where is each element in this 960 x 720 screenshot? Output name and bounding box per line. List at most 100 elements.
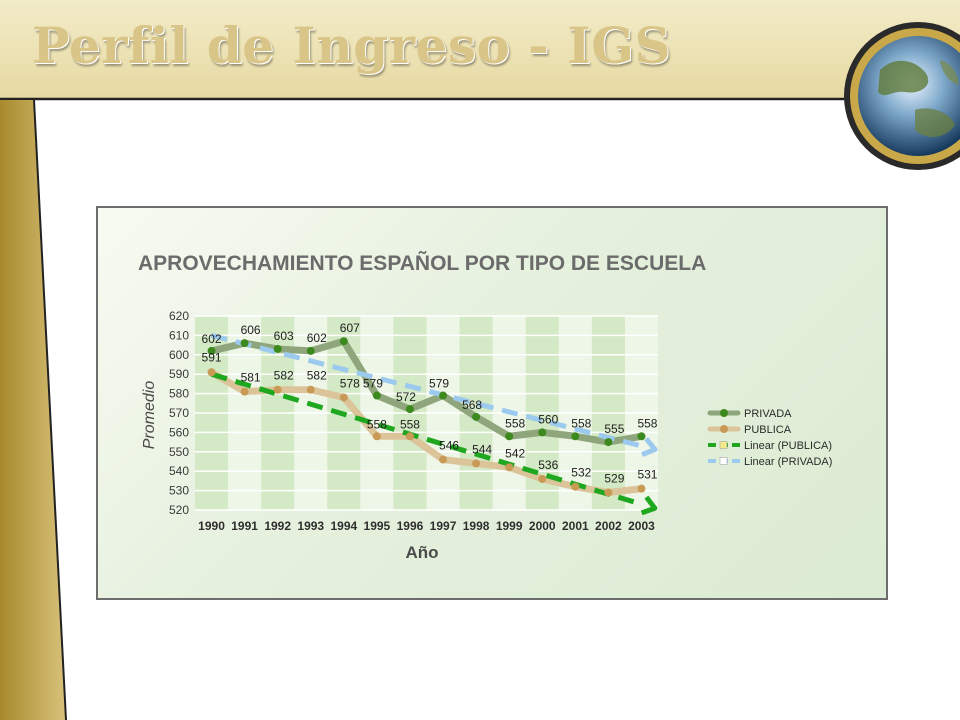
- data-label-publica: 558: [367, 417, 387, 431]
- y-tick-label: 570: [169, 406, 189, 420]
- globe-icon: [844, 22, 960, 170]
- title-band: [0, 0, 960, 98]
- legend-item: PRIVADA: [707, 408, 792, 420]
- x-tick-label: 1996: [397, 519, 424, 533]
- legend-label: Linear (PUBLICA): [744, 440, 832, 452]
- data-point-publica: [339, 393, 348, 402]
- trend-arrowhead: [640, 495, 658, 516]
- data-label-publica: 546: [439, 439, 459, 453]
- chart-panel: APROVECHAMIENTO ESPAÑOL POR TIPO DE ESCU…: [96, 206, 888, 600]
- data-point-privada: [372, 391, 381, 400]
- data-point-privada: [538, 428, 547, 437]
- trend-arrowhead: [641, 437, 658, 457]
- legend-label: PUBLICA: [744, 424, 792, 436]
- x-tick-label: 2001: [562, 519, 589, 533]
- y-tick-label: 540: [169, 464, 189, 478]
- y-axis-label: Promedio: [141, 381, 158, 450]
- series-lines: [208, 337, 645, 497]
- legend-label: PRIVADA: [744, 408, 792, 420]
- data-point-privada: [273, 344, 282, 353]
- y-tick-label: 550: [169, 445, 189, 459]
- x-axis-label: Año: [405, 543, 438, 562]
- data-point-publica: [604, 488, 613, 497]
- data-point-privada: [207, 346, 216, 355]
- data-point-privada: [637, 432, 646, 441]
- data-label-privada: 560: [538, 412, 558, 426]
- legend-item: PUBLICA: [707, 424, 792, 436]
- data-point-privada: [505, 432, 514, 441]
- data-label-publica: 531: [637, 468, 657, 482]
- x-tick-label: 2000: [529, 519, 556, 533]
- data-point-privada: [339, 337, 348, 346]
- data-label-publica: 544: [472, 442, 492, 456]
- data-label-publica: 529: [604, 472, 624, 486]
- legend-marker: [719, 441, 728, 449]
- legend-item: Linear (PRIVADA): [708, 456, 832, 468]
- x-tick-label: 1990: [198, 519, 225, 533]
- y-tick-label: 580: [169, 387, 189, 401]
- data-point-publica: [240, 387, 249, 396]
- x-tick-label: 1999: [496, 519, 523, 533]
- chart-title: APROVECHAMIENTO ESPAÑOL POR TIPO DE ESCU…: [138, 252, 707, 275]
- data-point-privada: [240, 339, 249, 348]
- data-point-publica: [505, 463, 514, 472]
- x-tick-label: 1991: [231, 519, 258, 533]
- x-tick-label: 1998: [463, 519, 490, 533]
- y-tick-label: 600: [169, 348, 189, 362]
- data-label-publica: 558: [400, 417, 420, 431]
- data-point-publica: [207, 368, 216, 377]
- x-tick-label: 1992: [264, 519, 291, 533]
- data-label-publica: 581: [241, 371, 261, 385]
- data-point-privada: [306, 346, 315, 355]
- left-side-bar: [0, 100, 66, 720]
- x-tick-label: 2003: [628, 519, 655, 533]
- data-label-publica: 591: [202, 350, 222, 364]
- x-tick-label: 1997: [430, 519, 457, 533]
- data-point-publica: [306, 385, 315, 394]
- data-label-privada: 607: [340, 321, 360, 335]
- y-tick-label: 590: [169, 367, 189, 381]
- data-point-privada: [604, 438, 613, 447]
- legend-item: Linear (PUBLICA): [708, 440, 832, 452]
- x-tick-label: 1995: [364, 519, 391, 533]
- data-label-privada: 568: [462, 398, 482, 412]
- data-label-privada: 602: [202, 332, 222, 346]
- data-label-publica: 532: [571, 466, 591, 480]
- x-tick-label: 2002: [595, 519, 622, 533]
- x-tick-label: 1994: [330, 519, 357, 533]
- y-tick-label: 610: [169, 328, 189, 342]
- data-point-publica: [538, 474, 547, 483]
- data-point-publica: [571, 482, 580, 491]
- data-label-privada: 558: [571, 416, 591, 430]
- y-tick-label: 520: [169, 503, 189, 517]
- data-label-privada: 579: [363, 377, 383, 391]
- data-label-publica: 542: [505, 446, 525, 460]
- data-label-privada: 602: [307, 331, 327, 345]
- data-label-privada: 603: [274, 329, 294, 343]
- trend-lines: [210, 332, 658, 516]
- data-label-privada: 572: [396, 390, 416, 404]
- data-point-publica: [439, 455, 448, 464]
- legend: PRIVADA PUBLICA Linear (PUBLICA) Linear (PR…: [707, 408, 832, 468]
- y-tick-label: 560: [169, 425, 189, 439]
- legend-marker: [719, 457, 728, 465]
- data-label-privada: 558: [637, 416, 657, 430]
- data-label-publica: 536: [538, 458, 558, 472]
- data-point-privada: [472, 412, 481, 421]
- x-axis-ticks: 1990 1991 1992 1993 1994 1995 1996 1997 1998 1999…: [198, 519, 655, 533]
- slide-title: Perfil de Ingreso - IGS: [32, 16, 672, 75]
- data-label-privada: 579: [429, 377, 449, 391]
- data-point-publica: [472, 459, 481, 468]
- x-tick-label: 1993: [297, 519, 324, 533]
- y-tick-label: 530: [169, 484, 189, 498]
- data-point-publica: [372, 432, 381, 441]
- data-label-publica: 582: [307, 369, 327, 383]
- data-point-privada: [439, 391, 448, 400]
- legend-marker: [720, 409, 728, 417]
- data-label-publica: 582: [274, 369, 294, 383]
- data-label-publica: 578: [340, 376, 360, 390]
- y-axis-ticks: 520 530 540 550 560 570 580 590 600 610 620: [169, 309, 189, 517]
- y-tick-label: 620: [169, 309, 189, 323]
